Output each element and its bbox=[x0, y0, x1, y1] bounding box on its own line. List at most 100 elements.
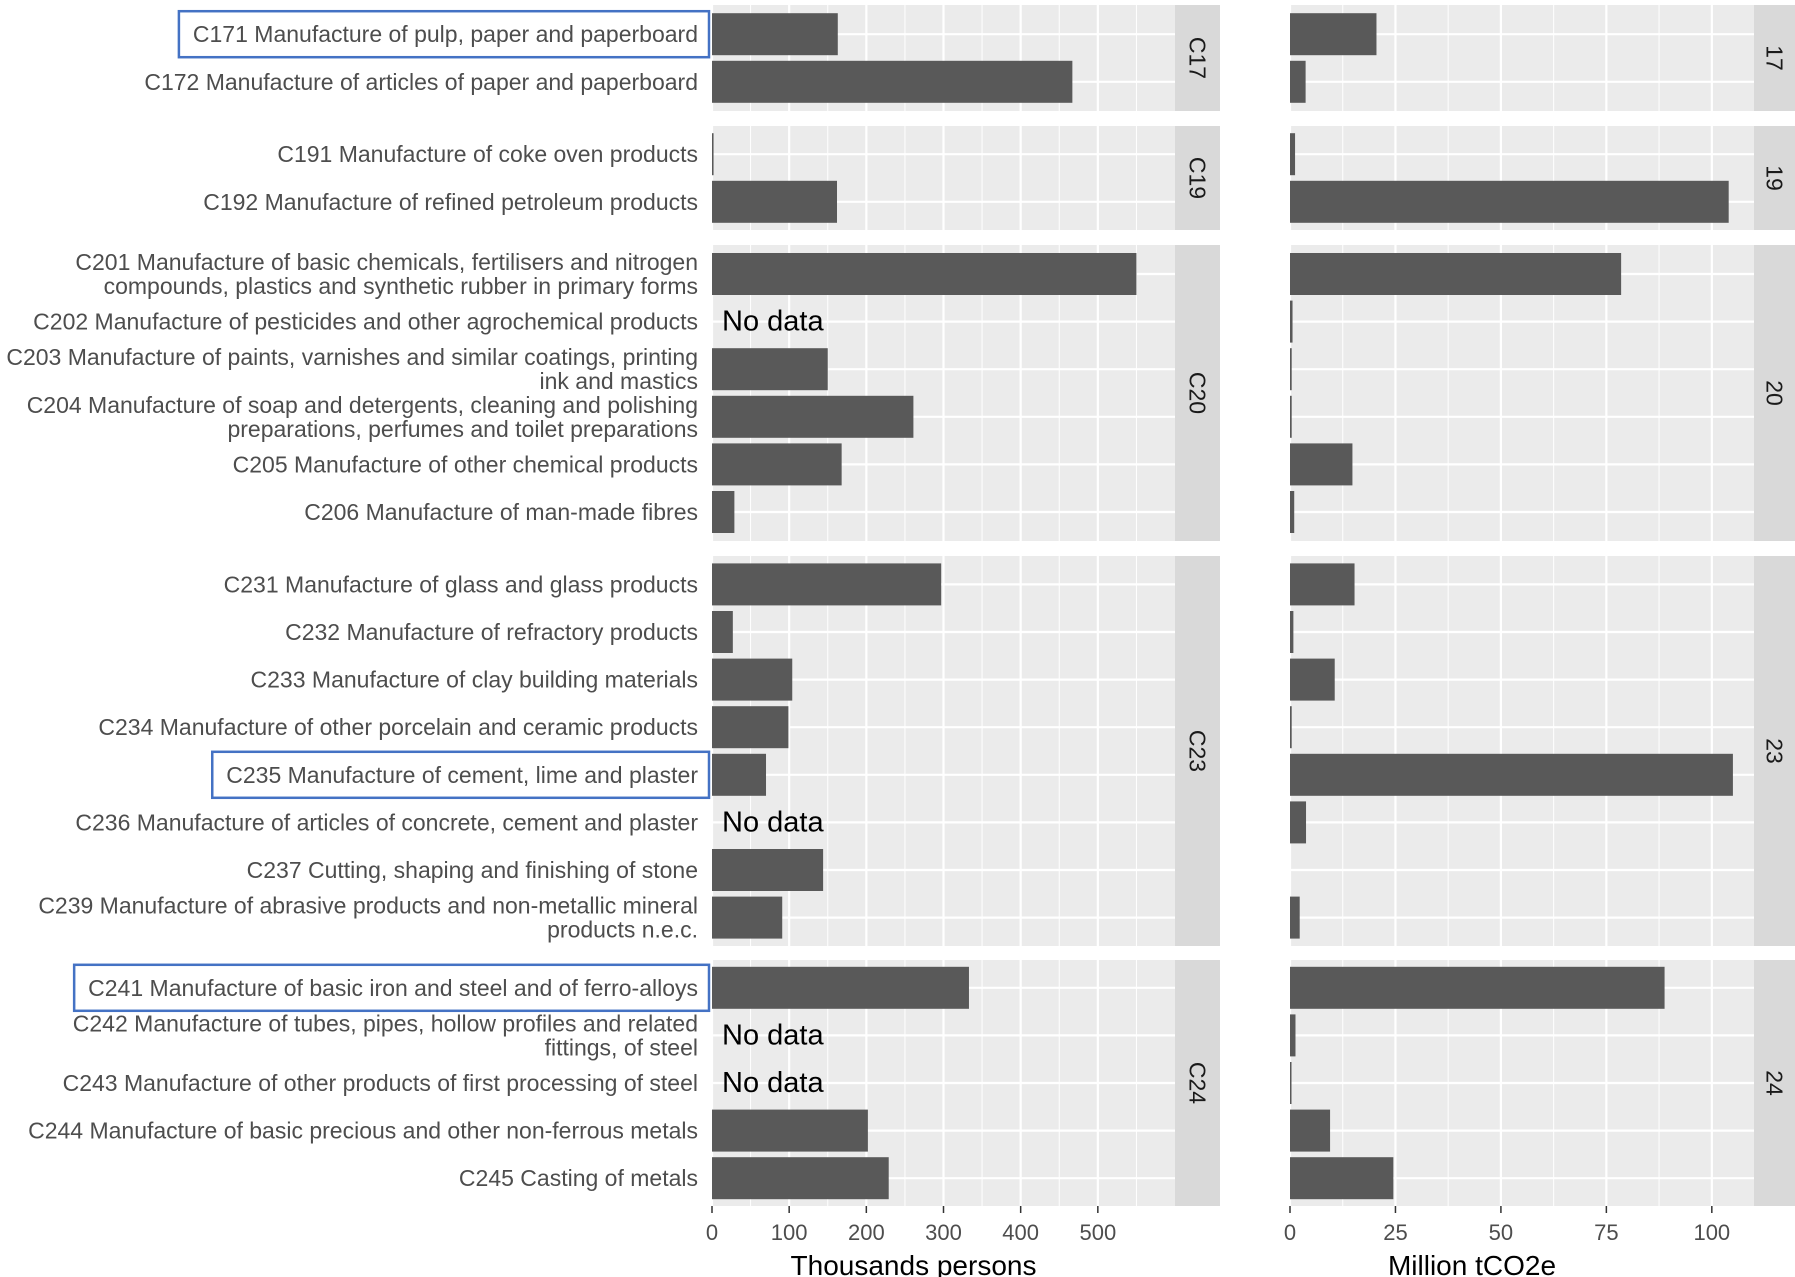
emissions-bar bbox=[1290, 253, 1622, 295]
facet-strip bbox=[1754, 5, 1795, 111]
category-label: C233 Manufacture of clay building materi… bbox=[251, 667, 698, 693]
category-label: C239 Manufacture of abrasive products an… bbox=[38, 893, 698, 919]
facet-strip bbox=[1175, 960, 1220, 1206]
highlight-box bbox=[72, 963, 711, 1013]
tick-label: 50 bbox=[1489, 1220, 1513, 1245]
facet-strip-label: C17 bbox=[1185, 37, 1211, 79]
facet-strip-label: 23 bbox=[1762, 738, 1788, 764]
employment-bar bbox=[712, 1109, 868, 1152]
facet-strip-label: C23 bbox=[1185, 730, 1211, 772]
emissions-bar bbox=[1290, 1014, 1296, 1057]
highlight-box bbox=[177, 9, 711, 59]
category-label: C231 Manufacture of glass and glass prod… bbox=[224, 571, 698, 597]
category-label: C172 Manufacture of articles of paper an… bbox=[144, 69, 698, 95]
tick-label: 500 bbox=[1079, 1220, 1116, 1245]
category-label: C203 Manufacture of paints, varnishes an… bbox=[6, 344, 698, 370]
x-axis-title: Thousands persons bbox=[791, 1250, 1037, 1277]
emissions-bar bbox=[1290, 563, 1355, 606]
emissions-bar bbox=[1290, 1109, 1331, 1152]
facet-strip bbox=[1754, 126, 1795, 230]
facet-strip bbox=[1175, 556, 1220, 946]
tick-label: 25 bbox=[1383, 1220, 1407, 1245]
x-axis-title: Million tCO2e bbox=[1388, 1250, 1556, 1277]
employment-bar bbox=[712, 658, 793, 701]
tick-label: 0 bbox=[706, 1220, 718, 1245]
facet-strip-label: 20 bbox=[1762, 380, 1788, 406]
facet-strip bbox=[1754, 245, 1795, 541]
emissions-bar bbox=[1290, 1062, 1292, 1104]
employment-bar bbox=[712, 253, 1137, 295]
category-label: C205 Manufacture of other chemical produ… bbox=[233, 451, 698, 477]
emissions-bar bbox=[1290, 611, 1294, 653]
tick-label: 0 bbox=[1284, 1220, 1296, 1245]
tick-label: 400 bbox=[1002, 1220, 1039, 1245]
employment-bar bbox=[712, 1157, 889, 1200]
no-data-label: No data bbox=[722, 1019, 824, 1051]
emissions-bar bbox=[1290, 801, 1307, 844]
category-label: C191 Manufacture of coke oven products bbox=[277, 141, 698, 167]
employment-bar bbox=[712, 180, 838, 223]
facet-strip-label: C20 bbox=[1185, 372, 1211, 414]
category-label: fittings, of steel bbox=[545, 1034, 698, 1060]
category-label: preparations, perfumes and toilet prepar… bbox=[227, 416, 698, 442]
employment-bar bbox=[712, 60, 1073, 103]
facet-strip-label: C19 bbox=[1185, 157, 1211, 199]
tick-label: 100 bbox=[1693, 1220, 1730, 1245]
category-label: C235 Manufacture of cement, lime and pla… bbox=[226, 762, 698, 788]
category-label: C236 Manufacture of articles of concrete… bbox=[75, 809, 698, 835]
employment-bar bbox=[712, 443, 842, 486]
tick-label: 100 bbox=[771, 1220, 808, 1245]
emissions-bar bbox=[1290, 753, 1733, 796]
panel-background bbox=[1290, 556, 1754, 946]
emissions-bar bbox=[1290, 966, 1665, 1009]
highlight-box bbox=[211, 750, 711, 800]
employment-bar bbox=[712, 491, 735, 533]
employment-bar bbox=[712, 348, 828, 391]
category-label: products n.e.c. bbox=[547, 917, 698, 943]
facet-strip-label: 24 bbox=[1762, 1070, 1788, 1096]
employment-bar bbox=[712, 706, 789, 749]
facet-strip bbox=[1175, 126, 1220, 230]
employment-bar bbox=[712, 849, 824, 891]
employment-bar bbox=[712, 753, 767, 796]
emissions-bar bbox=[1290, 395, 1292, 438]
tick-label: 300 bbox=[925, 1220, 962, 1245]
facet-strip bbox=[1754, 556, 1795, 946]
facet-strip bbox=[1754, 960, 1795, 1206]
category-label: C171 Manufacture of pulp, paper and pape… bbox=[193, 21, 698, 47]
facet-strip-label: 19 bbox=[1762, 165, 1788, 191]
emissions-bar bbox=[1290, 658, 1335, 701]
employment-bar bbox=[712, 896, 783, 939]
category-label: C204 Manufacture of soap and detergents,… bbox=[27, 392, 698, 418]
category-label: C192 Manufacture of refined petroleum pr… bbox=[203, 189, 698, 215]
emissions-bar bbox=[1290, 1157, 1394, 1200]
emissions-bar bbox=[1290, 348, 1292, 391]
category-label: C234 Manufacture of other porcelain and … bbox=[98, 714, 698, 740]
emissions-bar bbox=[1290, 300, 1293, 343]
emissions-bar bbox=[1290, 13, 1377, 56]
no-data-label: No data bbox=[722, 1067, 824, 1099]
employment-bar bbox=[712, 966, 969, 1009]
category-label: ink and mastics bbox=[539, 368, 698, 394]
emissions-bar bbox=[1290, 896, 1300, 939]
emissions-bar bbox=[1290, 491, 1295, 533]
category-label: C243 Manufacture of other products of fi… bbox=[63, 1070, 698, 1096]
category-label: C206 Manufacture of man-made fibres bbox=[304, 499, 698, 525]
category-label: C245 Casting of metals bbox=[459, 1165, 698, 1191]
employment-bar bbox=[712, 133, 714, 176]
category-label: C232 Manufacture of refractory products bbox=[285, 619, 698, 645]
facet-strip bbox=[1175, 245, 1220, 541]
category-label: C202 Manufacture of pesticides and other… bbox=[33, 309, 698, 335]
employment-bar bbox=[712, 563, 942, 606]
category-label: C244 Manufacture of basic precious and o… bbox=[28, 1118, 698, 1144]
emissions-bar bbox=[1290, 180, 1729, 223]
tick-label: 200 bbox=[848, 1220, 885, 1245]
category-label: compounds, plastics and synthetic rubber… bbox=[104, 273, 698, 299]
no-data-label: No data bbox=[722, 306, 824, 338]
no-data-label: No data bbox=[722, 806, 824, 838]
emissions-bar bbox=[1290, 133, 1296, 176]
tick-label: 75 bbox=[1594, 1220, 1618, 1245]
facet-strip-label: C24 bbox=[1185, 1062, 1211, 1104]
